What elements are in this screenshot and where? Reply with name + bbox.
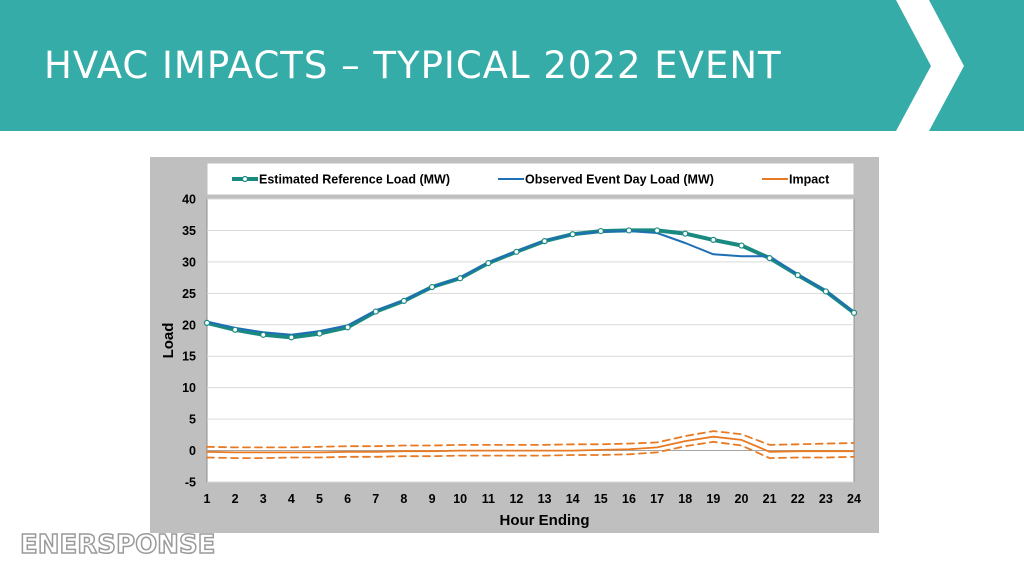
legend-estimated-reference-load-marker (241, 175, 249, 183)
impact-upper-bound-line (206, 430, 855, 449)
x-tick-label: 21 (763, 492, 777, 506)
legend-observed-event-day-load-label: Observed Event Day Load (MW) (525, 173, 714, 187)
y-tick-label: 25 (182, 287, 196, 301)
estimated-reference-load-point (625, 227, 633, 234)
x-tick-label: 7 (372, 492, 379, 506)
legend-estimated-reference-load-label: Estimated Reference Load (MW) (259, 173, 450, 187)
estimated-reference-load-point (710, 236, 717, 243)
y-tick-label: 40 (182, 193, 196, 207)
estimated-reference-load-point (203, 319, 211, 326)
y-tick-label: 30 (182, 255, 196, 269)
title-banner (0, 0, 1024, 131)
x-tick-label: 2 (232, 492, 239, 506)
y-axis-title: Load (160, 323, 177, 359)
x-tick-label: 12 (509, 492, 523, 506)
y-tick-label: 15 (182, 350, 196, 364)
x-tick-label: 1 (204, 492, 211, 506)
x-tick-label: 17 (650, 492, 664, 506)
estimated-reference-load-point (260, 331, 267, 338)
y-tick-label: 35 (182, 224, 196, 238)
chevron-arrow-icon (896, 0, 964, 131)
impact-line (206, 435, 855, 454)
y-tick-label: -5 (185, 476, 196, 490)
x-tick-label: 10 (453, 492, 467, 506)
estimated-reference-load-point (569, 231, 576, 238)
x-tick-label: 6 (344, 492, 351, 506)
x-tick-label: 5 (316, 492, 323, 506)
y-tick-label: 0 (189, 444, 196, 458)
estimated-reference-load-point (344, 324, 351, 331)
estimated-reference-load-point (400, 297, 408, 304)
x-tick-label: 14 (566, 492, 580, 506)
x-tick-label: 22 (791, 492, 805, 506)
chart-container: -5 0 5 10 15 20 25 30 35 40 1 2 3 4 5 6 7 8 9 10 11 12 13 14 15 1… (150, 157, 879, 533)
estimated-reference-load-point (766, 255, 773, 262)
x-tick-label: 4 (288, 492, 295, 506)
slide-title: HVAC IMPACTS – TYPICAL 2022 EVENT (44, 44, 782, 87)
x-axis-title: Hour Ending (500, 512, 590, 529)
estimated-reference-load-point (513, 248, 520, 255)
legend-box (206, 162, 855, 196)
estimated-reference-load-point (541, 238, 548, 245)
x-tick-label: 18 (678, 492, 692, 506)
observed-event-day-load-line (206, 230, 855, 336)
x-tick-label: 16 (622, 492, 636, 506)
estimated-reference-load-point (485, 260, 492, 267)
y-tick-label: 20 (182, 318, 196, 332)
y-tick-label: 10 (182, 381, 196, 395)
x-tick-label: 11 (482, 492, 495, 506)
x-tick-label: 20 (735, 492, 749, 506)
x-tick-label: 15 (594, 492, 608, 506)
x-tick-label: 13 (538, 492, 552, 506)
estimated-reference-load-point (372, 308, 379, 315)
estimated-reference-load-point (232, 326, 239, 333)
x-tick-label: 3 (260, 492, 267, 506)
estimated-reference-load-point (597, 227, 604, 235)
legend-impact-label: Impact (789, 173, 830, 187)
estimated-reference-load-point (682, 230, 689, 237)
estimated-reference-load-point (794, 271, 801, 279)
x-tick-label: 8 (400, 492, 407, 506)
x-tick-label: 23 (819, 492, 833, 506)
company-logo: ENERSPONSE (19, 529, 216, 561)
estimated-reference-load-point (428, 283, 436, 291)
x-tick-label: 24 (847, 492, 861, 506)
estimated-reference-load-point (653, 227, 661, 234)
y-tick-label: 5 (189, 413, 196, 427)
impact-lower-bound-line (206, 440, 855, 460)
estimated-reference-load-point (288, 334, 295, 341)
estimated-reference-load-point (316, 330, 323, 337)
x-tick-label: 9 (429, 492, 436, 506)
estimated-reference-load-point (850, 309, 858, 316)
estimated-reference-load-point (822, 288, 829, 295)
estimated-reference-load-point (738, 242, 745, 249)
x-tick-label: 19 (706, 492, 720, 506)
estimated-reference-load-point (457, 275, 464, 282)
